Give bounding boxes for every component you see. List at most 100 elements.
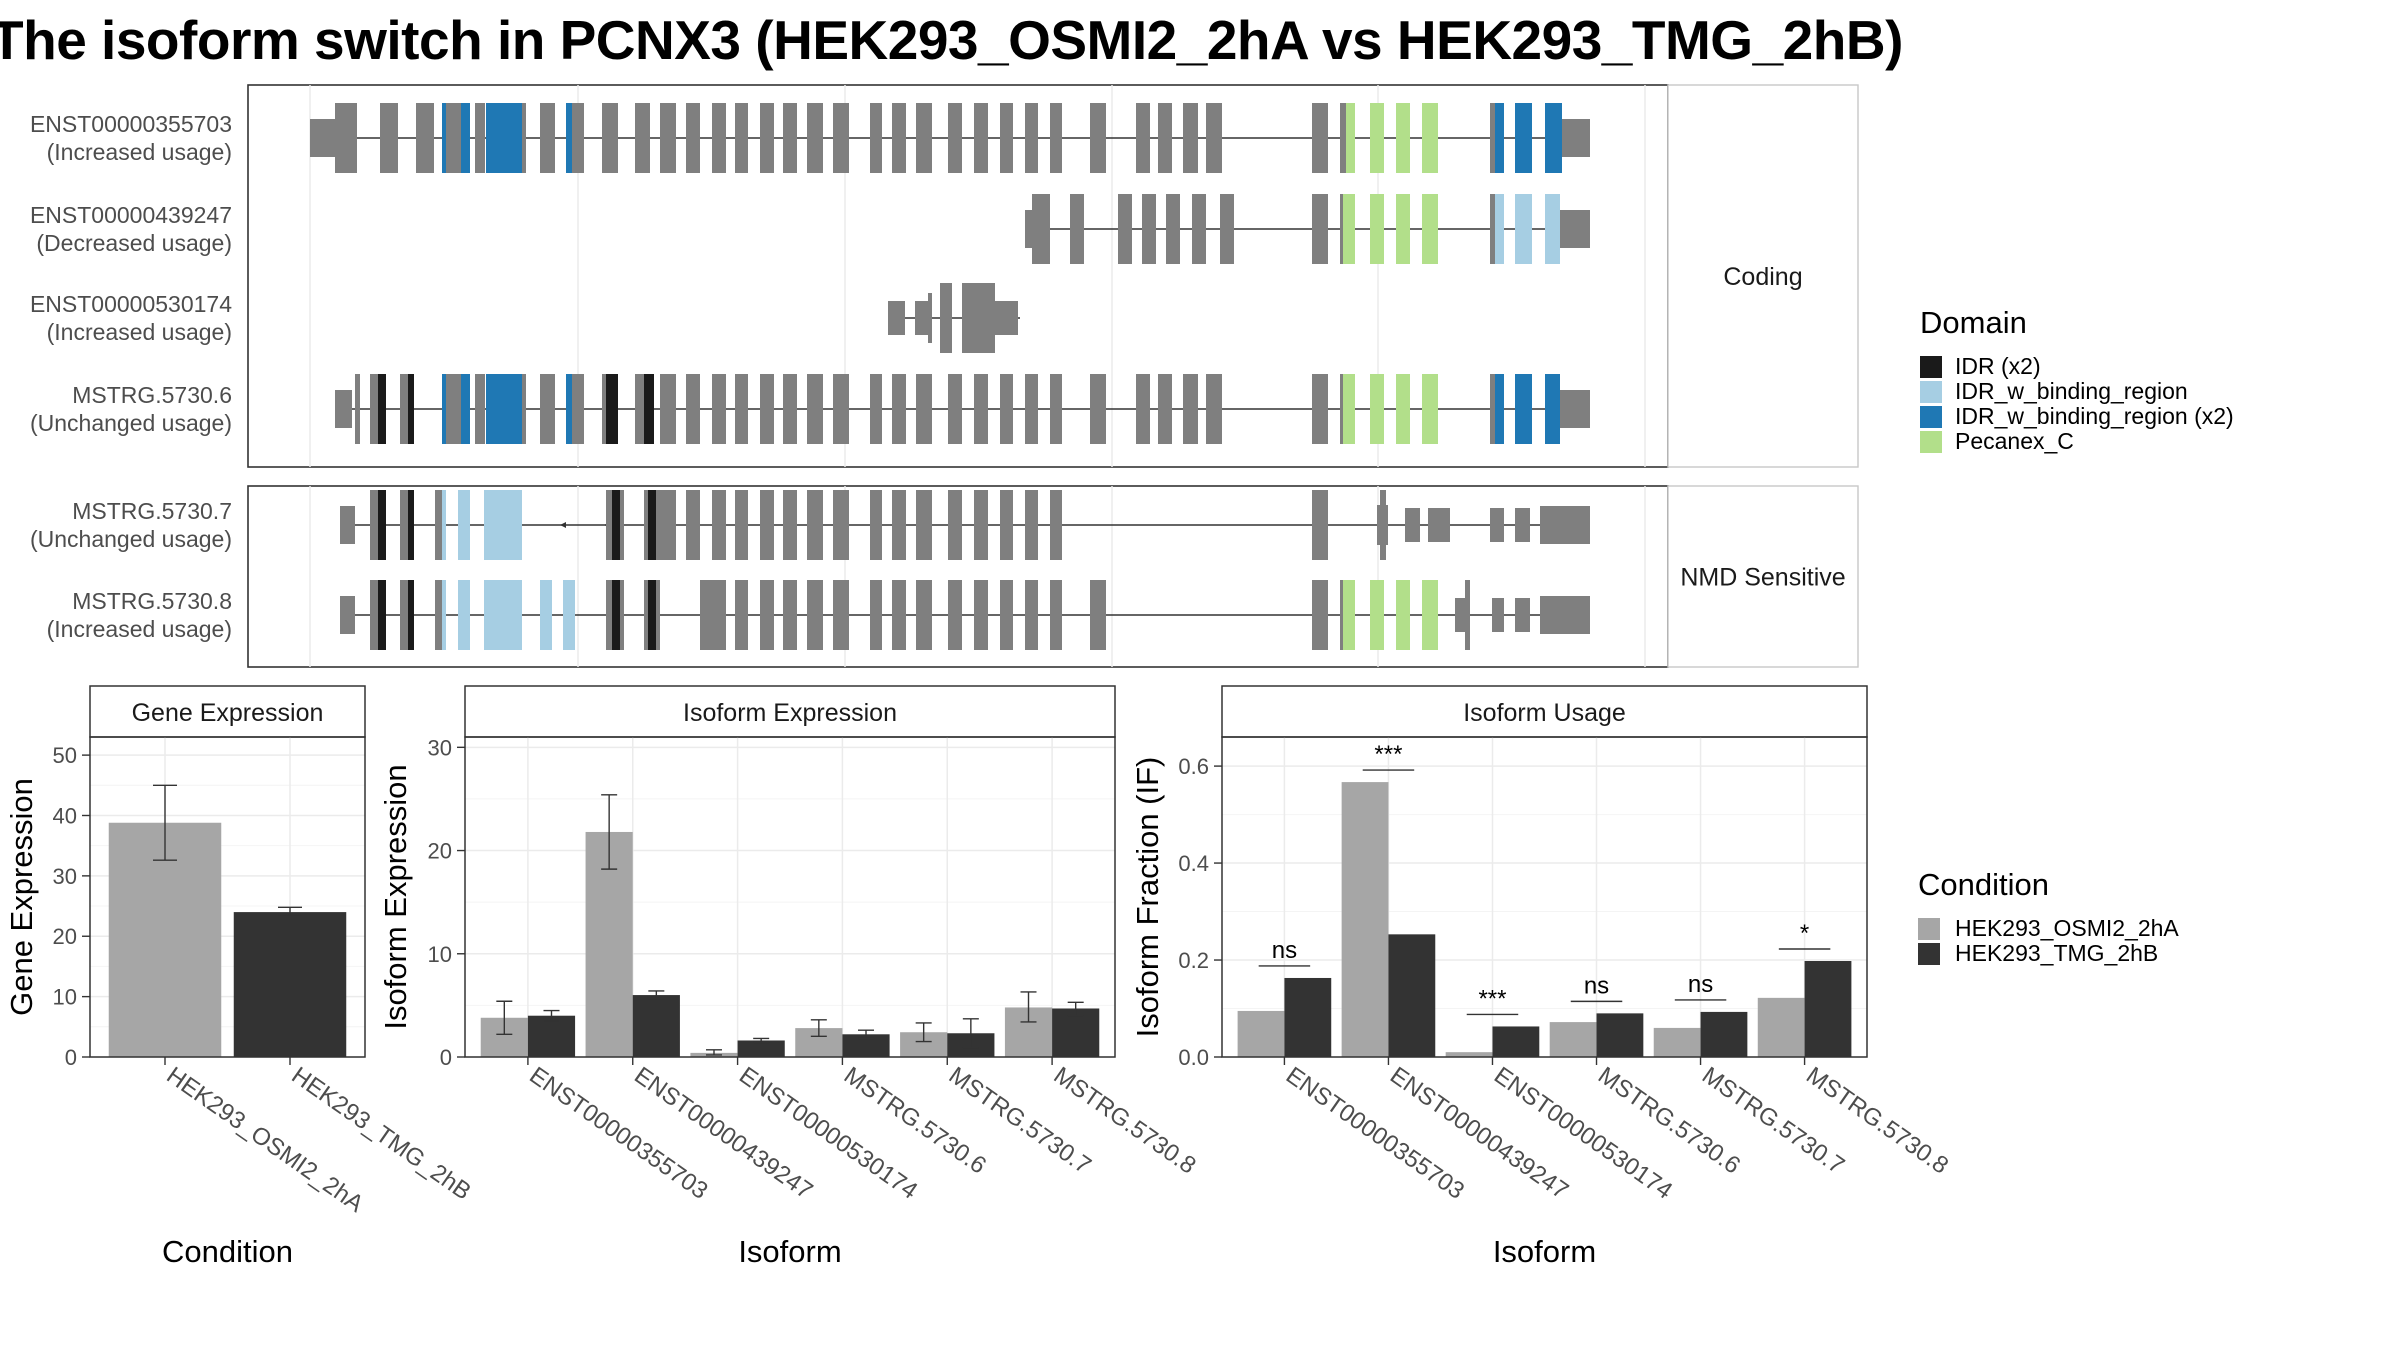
exon	[686, 103, 700, 173]
bar	[632, 995, 680, 1057]
panel-frame	[89, 736, 366, 1058]
domain-pecanex	[1422, 194, 1438, 264]
condition-legend-label: HEK293_TMG_2hB	[1955, 940, 2158, 966]
exon	[948, 580, 962, 650]
arrow-marker	[560, 522, 566, 528]
exon	[807, 490, 823, 560]
domain-idr-x2	[408, 580, 414, 650]
domain-idr-x2	[378, 490, 386, 560]
exon	[916, 103, 932, 173]
domain-pecanex	[1396, 103, 1410, 173]
utr-exon	[1560, 210, 1590, 248]
exon	[686, 374, 700, 444]
exon	[783, 103, 797, 173]
significance-label: ns	[1688, 971, 1713, 998]
y-axis-title: Isoform Expression	[378, 764, 413, 1029]
exon	[892, 580, 906, 650]
exon	[1070, 194, 1084, 264]
exon	[1206, 374, 1222, 444]
exon	[1050, 103, 1062, 173]
domain-legend-key	[1920, 356, 1942, 378]
exon	[735, 103, 748, 173]
x-axis-title: Isoform	[738, 1234, 841, 1269]
domain-idr-binding-x2	[461, 103, 470, 173]
exon	[335, 103, 357, 173]
panel-strip	[464, 685, 1116, 738]
condition-legend-label: HEK293_OSMI2_2hA	[1955, 915, 2179, 941]
exon	[635, 103, 650, 173]
exon	[1340, 103, 1346, 173]
utr-exon	[915, 301, 928, 335]
exon	[974, 374, 988, 444]
significance-label: ns	[1584, 972, 1609, 999]
bar	[1388, 934, 1436, 1057]
exon	[892, 374, 906, 444]
exon	[807, 103, 823, 173]
y-tick-label: 20	[53, 924, 77, 949]
exon	[1312, 580, 1328, 650]
exon	[712, 490, 726, 560]
domain-pecanex	[1396, 194, 1410, 264]
isoform-usage-chart: Isoform Usage ns *** *** ns ns * 0.0 0.2 0.4 0.6 EN…	[1130, 685, 1953, 1269]
exon	[1158, 103, 1172, 173]
exon	[435, 490, 446, 560]
legends: Domain IDR (x2)IDR_w_binding_regionIDR_w_…	[1918, 305, 2234, 966]
exon	[735, 374, 748, 444]
y-tick-label: 30	[428, 735, 452, 760]
nmd-panel-strip	[1667, 485, 1859, 668]
domain-pecanex	[1370, 194, 1384, 264]
exon	[444, 374, 462, 444]
exon	[1000, 580, 1013, 650]
utr-exon	[1540, 596, 1590, 634]
x-tick-label: ENST00000355703	[1281, 1062, 1469, 1205]
y-tick-label: 20	[428, 839, 452, 864]
exon	[686, 490, 700, 560]
domain-idr-binding	[458, 580, 470, 650]
exon	[1090, 374, 1106, 444]
exon	[540, 103, 555, 173]
transcript-id-label: MSTRG.5730.7	[72, 498, 232, 524]
exon	[712, 580, 726, 650]
panel-frame	[1221, 736, 1868, 1058]
exon	[807, 374, 823, 444]
exon	[435, 580, 446, 650]
domain-idr-binding	[1545, 194, 1560, 264]
bar	[1549, 1022, 1597, 1057]
x-tick-label: ENST00000530174	[1489, 1062, 1677, 1205]
bar	[1284, 977, 1332, 1057]
exon	[870, 103, 882, 173]
bar	[1341, 782, 1389, 1057]
bar	[1492, 1026, 1540, 1057]
transcript-id-label: ENST00000355703	[30, 111, 232, 137]
exon	[833, 490, 849, 560]
exon	[475, 103, 485, 173]
domain-legend-key	[1920, 431, 1942, 453]
exon	[1312, 490, 1328, 560]
exon	[660, 490, 676, 560]
significance-label: *	[1800, 920, 1809, 947]
exon	[1158, 374, 1172, 444]
bar	[1757, 997, 1805, 1057]
exon	[760, 374, 774, 444]
domain-idr-binding-x2	[1515, 103, 1532, 173]
exon	[940, 283, 952, 353]
domain-legend-label: IDR_w_binding_region	[1955, 378, 2188, 404]
exon	[783, 490, 797, 560]
exon	[1490, 508, 1504, 542]
utr-exon	[335, 390, 352, 428]
bar	[108, 822, 222, 1057]
domain-idr-binding-x2	[442, 374, 446, 444]
domain-legend-title: Domain	[1920, 305, 2027, 340]
utr-exon	[888, 301, 905, 335]
figure-title: The isoform switch in PCNX3 (HEK293_OSMI…	[0, 9, 1903, 71]
transcript-id-label: ENST00000439247	[30, 202, 232, 228]
transcript-usage-label: (Increased usage)	[47, 139, 232, 165]
exon	[870, 580, 882, 650]
domain-idr-x2	[408, 490, 414, 560]
y-tick-label: 0	[65, 1045, 77, 1070]
coding-panel-strip-label: Coding	[1723, 263, 1802, 291]
panel-strip	[1221, 685, 1868, 738]
domain-pecanex	[1370, 103, 1384, 173]
exon	[475, 374, 485, 444]
exon	[1312, 194, 1328, 264]
